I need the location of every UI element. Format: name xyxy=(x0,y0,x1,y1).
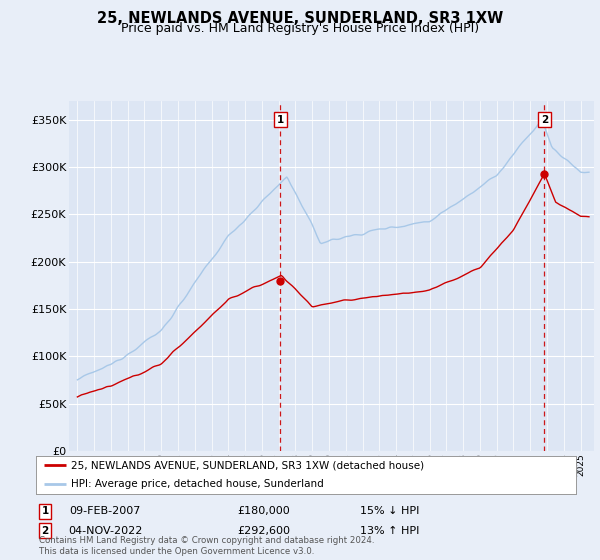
Text: 09-FEB-2007: 09-FEB-2007 xyxy=(70,506,140,516)
Text: HPI: Average price, detached house, Sunderland: HPI: Average price, detached house, Sund… xyxy=(71,479,324,489)
Text: 13% ↑ HPI: 13% ↑ HPI xyxy=(361,526,419,536)
Text: 04-NOV-2022: 04-NOV-2022 xyxy=(68,526,142,536)
Text: Contains HM Land Registry data © Crown copyright and database right 2024.
This d: Contains HM Land Registry data © Crown c… xyxy=(39,536,374,556)
Text: Price paid vs. HM Land Registry's House Price Index (HPI): Price paid vs. HM Land Registry's House … xyxy=(121,22,479,35)
Text: £180,000: £180,000 xyxy=(238,506,290,516)
Text: 15% ↓ HPI: 15% ↓ HPI xyxy=(361,506,419,516)
Text: 2: 2 xyxy=(41,526,49,536)
Text: 2: 2 xyxy=(541,115,548,125)
Text: 25, NEWLANDS AVENUE, SUNDERLAND, SR3 1XW (detached house): 25, NEWLANDS AVENUE, SUNDERLAND, SR3 1XW… xyxy=(71,460,424,470)
Text: 1: 1 xyxy=(41,506,49,516)
Text: 25, NEWLANDS AVENUE, SUNDERLAND, SR3 1XW: 25, NEWLANDS AVENUE, SUNDERLAND, SR3 1XW xyxy=(97,11,503,26)
Text: 1: 1 xyxy=(277,115,284,125)
Text: £292,600: £292,600 xyxy=(238,526,290,536)
